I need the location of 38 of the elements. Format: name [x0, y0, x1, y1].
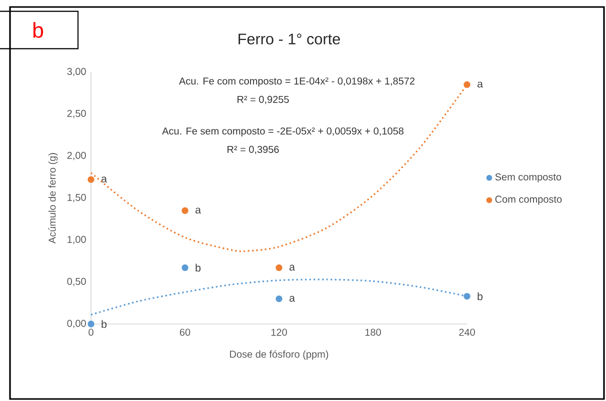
data-label: a	[290, 264, 295, 271]
y-axis-title: Acúmulo de ferro (g)	[48, 153, 58, 244]
data-label: b	[102, 320, 107, 328]
y-tick-label: 1,50	[68, 194, 86, 202]
y-tick-label: 2,00	[67, 152, 86, 160]
point	[88, 176, 94, 183]
x-tick-label: 120	[271, 328, 287, 336]
y-tick-label: 0,50	[67, 278, 86, 286]
y-tick-label: 2,50	[67, 110, 86, 118]
data-label: a	[102, 176, 107, 182]
x-tick-label: 0	[88, 328, 94, 336]
x-tick-label: 180	[365, 328, 381, 336]
point	[276, 295, 282, 302]
point	[276, 264, 282, 272]
y-tick-label: 1,00	[68, 236, 86, 244]
annotation: Acu. Fe com composto = 1E-04x² - 0,0198x + 1,8572	[179, 77, 415, 87]
data-label: b	[196, 264, 201, 272]
annotation: R² = 0,9255	[238, 96, 289, 104]
point	[464, 292, 470, 300]
x-tick-label: 240	[459, 328, 475, 336]
point	[182, 207, 188, 214]
point	[88, 320, 94, 328]
data-label: a	[196, 208, 201, 214]
text: b	[33, 22, 44, 38]
legend-label: Sem composto	[495, 173, 562, 182]
annotation: R² = 0,3956	[228, 146, 279, 154]
point	[182, 264, 188, 272]
annotation: Acu. Fe sem composto = -2E-05x² + 0,0059x + 0,1058	[162, 127, 404, 137]
chart-title: Ferro - 1° corte	[238, 34, 340, 44]
legend-label: Com composto	[495, 196, 562, 205]
data-label: a	[478, 82, 483, 88]
point	[464, 81, 470, 88]
y-tick-label: 3,00	[67, 68, 86, 76]
x-axis-title: Dose de fósforo (ppm)	[230, 350, 328, 360]
y-tick-label: 0,00	[67, 320, 86, 328]
x-tick-label: 60	[180, 328, 190, 336]
data-label: a	[290, 296, 295, 302]
data-label: b	[478, 292, 483, 300]
